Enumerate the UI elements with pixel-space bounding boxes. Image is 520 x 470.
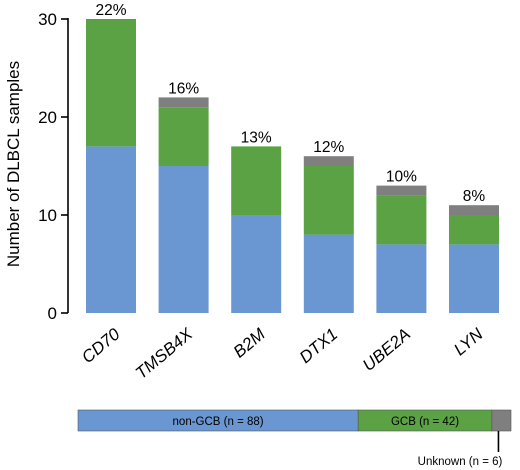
x-tick-label-lyn: LYN (450, 324, 487, 359)
bar-segment-unknown-lyn (449, 205, 499, 215)
bar-segment-non_gcb-b2m (231, 215, 282, 313)
percent-label-b2m: 13% (241, 129, 272, 146)
x-tick-labels: CD70 TMSB4X B2M DTX1 UBE2A LYN (78, 324, 487, 383)
x-tick-label-ube2a: UBE2A (359, 325, 414, 375)
bar-segment-gcb-tmsb4x (158, 107, 209, 166)
percent-label-tmsb4x: 16% (168, 80, 199, 97)
unknown-callout: Unknown (n = 6) (418, 456, 503, 468)
bar-segment-gcb-lyn (449, 215, 499, 245)
bar-segment-unknown-tmsb4x (158, 97, 209, 108)
bar-segment-gcb-ube2a (376, 195, 427, 245)
x-tick-label-dtx1: DTX1 (296, 325, 342, 367)
bar-segment-non_gcb-lyn (449, 244, 499, 313)
percent-label-dtx1: 12% (313, 139, 344, 156)
x-tick-label-cd70: CD70 (78, 324, 124, 367)
bar-segment-non_gcb-tmsb4x (158, 166, 209, 313)
x-tick-label-b2m: B2M (230, 324, 270, 362)
bar-segment-non_gcb-ube2a (376, 244, 427, 313)
percent-label-ube2a: 10% (386, 169, 417, 186)
bar-segment-gcb-cd70 (86, 19, 136, 147)
y-tick-label: 30 (38, 10, 57, 29)
cohort-segment-label: non-GCB (n = 88) (173, 416, 264, 428)
bar-segment-non_gcb-cd70 (86, 146, 136, 313)
bar-segment-gcb-dtx1 (303, 166, 354, 235)
y-tick-label: 20 (38, 108, 57, 127)
cohort-bar: non-GCB (n = 88) GCB (n = 42) (77, 409, 512, 452)
percent-label-cd70: 22% (95, 2, 126, 19)
percent-labels: 22% 16% 13% 12% 10% 8% (95, 2, 485, 205)
cohort-segment-2 (491, 409, 512, 432)
x-tick-label-tmsb4x: TMSB4X (132, 324, 197, 383)
cohort-segment-label: GCB (n = 42) (391, 416, 459, 428)
y-axis: 0 10 20 30 (38, 10, 69, 323)
y-tick-label: 0 (48, 304, 57, 323)
bar-segment-gcb-b2m (231, 146, 282, 215)
bars (86, 19, 499, 313)
percent-label-lyn: 8% (463, 188, 486, 205)
y-axis-label: Number of DLBCL samples (4, 61, 23, 267)
bar-segment-unknown-dtx1 (303, 156, 354, 166)
bar-segment-unknown-ube2a (376, 185, 427, 196)
y-tick-label: 10 (38, 206, 57, 225)
bar-segment-non_gcb-dtx1 (303, 234, 354, 313)
